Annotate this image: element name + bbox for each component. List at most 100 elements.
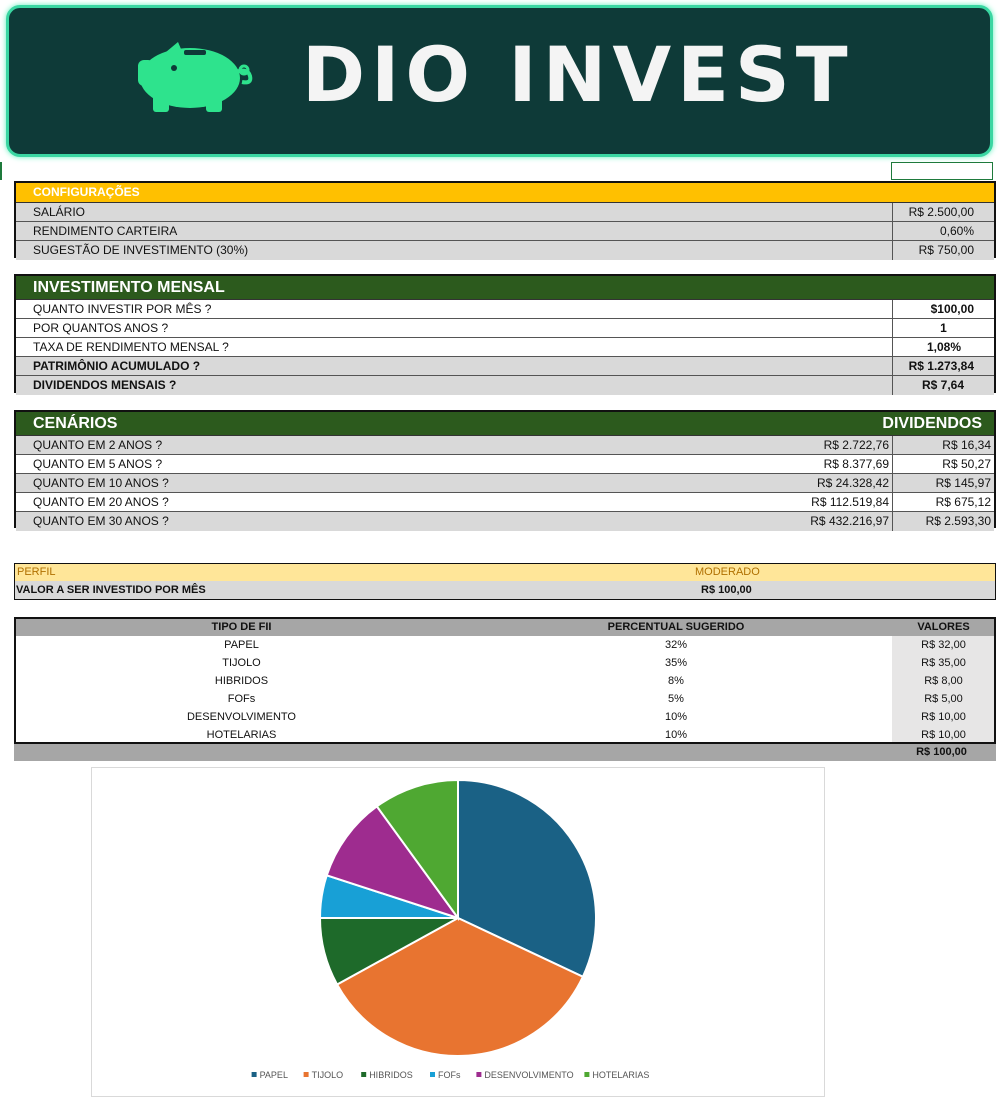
valor-row[interactable]: VALOR A SER INVESTIDO POR MÊS R$ 100,00	[15, 581, 995, 599]
fii-pct[interactable]: 35%	[467, 654, 885, 672]
col-header-tipo: TIPO DE FII	[16, 619, 467, 636]
legend-swatch	[304, 1072, 309, 1077]
table-row[interactable]: SALÁRIO R$ 2.500,00	[16, 203, 994, 222]
app-title: DIO INVEST	[302, 30, 854, 119]
legend-label: PAPEL	[260, 1070, 288, 1080]
row-total[interactable]: R$ 8.377,69	[824, 455, 892, 473]
fii-pct[interactable]: 32%	[467, 636, 885, 654]
fii-pct[interactable]: 8%	[467, 672, 885, 690]
fii-pct[interactable]: 10%	[467, 726, 885, 744]
valor-label: VALOR A SER INVESTIDO POR MÊS	[16, 581, 206, 599]
table-row[interactable]: DESENVOLVIMENTO 10% R$ 10,00	[16, 708, 994, 726]
row-label: SUGESTÃO DE INVESTIMENTO (30%)	[33, 241, 248, 259]
table-row[interactable]: PAPEL 32% R$ 32,00	[16, 636, 994, 654]
fii-tipo: FOFs	[16, 690, 467, 708]
fii-tipo: HOTELARIAS	[16, 726, 467, 744]
fii-valor[interactable]: R$ 32,00	[893, 636, 994, 654]
row-value[interactable]: 0,60%	[892, 222, 994, 240]
table-row[interactable]: POR QUANTOS ANOS ? 1	[16, 319, 994, 338]
row-label: QUANTO INVESTIR POR MÊS ?	[33, 300, 211, 318]
investimento-header: INVESTIMENTO MENSAL	[16, 276, 994, 300]
table-row[interactable]: HIBRIDOS 8% R$ 8,00	[16, 672, 994, 690]
table-row[interactable]: FOFs 5% R$ 5,00	[16, 690, 994, 708]
dividendos-title: DIVIDENDOS	[882, 412, 982, 435]
row-label: RENDIMENTO CARTEIRA	[33, 222, 177, 240]
col-header-percentual: PERCENTUAL SUGERIDO	[467, 619, 885, 636]
table-row[interactable]: TAXA DE RENDIMENTO MENSAL ? 1,08%	[16, 338, 994, 357]
row-dividend[interactable]: R$ 2.593,30	[892, 512, 994, 531]
config-header: CONFIGURAÇÕES	[16, 183, 994, 203]
fii-pct[interactable]: 5%	[467, 690, 885, 708]
perfil-table: PERFIL MODERADO VALOR A SER INVESTIDO PO…	[14, 563, 996, 600]
perfil-row[interactable]: PERFIL MODERADO	[15, 564, 995, 581]
row-value[interactable]: R$ 750,00	[892, 241, 994, 260]
cenarios-table: CENÁRIOS DIVIDENDOS QUANTO EM 2 ANOS ? R…	[14, 410, 996, 528]
row-value[interactable]: R$ 2.500,00	[892, 203, 994, 221]
pie-chart-svg: PAPEL TIJOLO HIBRIDOS FOFs DESENVOLVIMENTO HO…	[92, 768, 824, 1096]
fii-pct[interactable]: 10%	[467, 708, 885, 726]
row-dividend[interactable]: R$ 50,27	[892, 455, 994, 473]
fii-total-row: R$ 100,00	[14, 744, 996, 761]
cenarios-title: CENÁRIOS	[33, 415, 117, 432]
row-value[interactable]: $100,00	[892, 300, 994, 318]
row-label: DIVIDENDOS MENSAIS ?	[33, 376, 176, 394]
investimento-table: INVESTIMENTO MENSAL QUANTO INVESTIR POR …	[14, 274, 996, 393]
row-dividend[interactable]: R$ 675,12	[892, 493, 994, 511]
row-label: POR QUANTOS ANOS ?	[33, 319, 168, 337]
fii-header-row: TIPO DE FII PERCENTUAL SUGERIDO VALORES	[16, 619, 994, 636]
row-label: QUANTO EM 20 ANOS ?	[33, 493, 169, 511]
legend-swatch	[584, 1072, 589, 1077]
row-label: PATRIMÔNIO ACUMULADO ?	[33, 357, 200, 375]
row-total[interactable]: R$ 112.519,84	[811, 493, 892, 511]
perfil-value[interactable]: MODERADO	[695, 564, 760, 581]
row-dividend[interactable]: R$ 145,97	[892, 474, 994, 492]
table-row[interactable]: PATRIMÔNIO ACUMULADO ? R$ 1.273,84	[16, 357, 994, 376]
table-row[interactable]: HOTELARIAS 10% R$ 10,00	[16, 726, 994, 744]
legend-label: DESENVOLVIMENTO	[484, 1070, 573, 1080]
fii-tipo: DESENVOLVIMENTO	[16, 708, 467, 726]
legend-swatch	[430, 1072, 435, 1077]
valor-value[interactable]: R$ 100,00	[701, 581, 752, 599]
legend-label: HIBRIDOS	[369, 1070, 413, 1080]
table-row[interactable]: QUANTO INVESTIR POR MÊS ? $100,00	[16, 300, 994, 319]
fii-table: TIPO DE FII PERCENTUAL SUGERIDO VALORES …	[14, 617, 996, 744]
row-value[interactable]: R$ 1.273,84	[892, 357, 994, 375]
table-row[interactable]: QUANTO EM 30 ANOS ? R$ 432.216,97 R$ 2.5…	[16, 512, 994, 531]
legend-label: HOTELARIAS	[592, 1070, 649, 1080]
fii-valor[interactable]: R$ 8,00	[893, 672, 994, 690]
row-label: SALÁRIO	[33, 203, 85, 221]
perfil-label: PERFIL	[17, 564, 56, 581]
table-row[interactable]: QUANTO EM 5 ANOS ? R$ 8.377,69 R$ 50,27	[16, 455, 994, 474]
fii-valor[interactable]: R$ 5,00	[893, 690, 994, 708]
table-row[interactable]: QUANTO EM 2 ANOS ? R$ 2.722,76 R$ 16,34	[16, 436, 994, 455]
cenarios-header: CENÁRIOS DIVIDENDOS	[16, 412, 994, 436]
table-row[interactable]: DIVIDENDOS MENSAIS ? R$ 7,64	[16, 376, 994, 395]
selected-cell[interactable]	[891, 162, 993, 180]
fii-total-value[interactable]: R$ 100,00	[891, 744, 992, 761]
row-value[interactable]: 1,08%	[892, 338, 994, 356]
row-total[interactable]: R$ 432.216,97	[810, 512, 892, 530]
row-value[interactable]: R$ 7,64	[892, 376, 994, 395]
fii-tipo: PAPEL	[16, 636, 467, 654]
row-dividend[interactable]: R$ 16,34	[892, 436, 994, 454]
table-row[interactable]: SUGESTÃO DE INVESTIMENTO (30%) R$ 750,00	[16, 241, 994, 260]
legend-label: FOFs	[438, 1070, 461, 1080]
table-row[interactable]: QUANTO EM 10 ANOS ? R$ 24.328,42 R$ 145,…	[16, 474, 994, 493]
table-row[interactable]: QUANTO EM 20 ANOS ? R$ 112.519,84 R$ 675…	[16, 493, 994, 512]
fii-valor[interactable]: R$ 10,00	[893, 726, 994, 744]
fii-tipo: TIJOLO	[16, 654, 467, 672]
piggy-bank-icon	[128, 42, 258, 122]
table-row[interactable]: TIJOLO 35% R$ 35,00	[16, 654, 994, 672]
pie-chart[interactable]: PAPEL TIJOLO HIBRIDOS FOFs DESENVOLVIMENTO HO…	[91, 767, 825, 1097]
fii-valor[interactable]: R$ 35,00	[893, 654, 994, 672]
row-label: QUANTO EM 5 ANOS ?	[33, 455, 162, 473]
row-value[interactable]: 1	[892, 319, 994, 337]
row-total[interactable]: R$ 24.328,42	[817, 474, 892, 492]
fii-tipo: HIBRIDOS	[16, 672, 467, 690]
row-label: QUANTO EM 10 ANOS ?	[33, 474, 169, 492]
row-total[interactable]: R$ 2.722,76	[824, 436, 892, 454]
legend-swatch	[361, 1072, 366, 1077]
fii-valor[interactable]: R$ 10,00	[893, 708, 994, 726]
table-row[interactable]: RENDIMENTO CARTEIRA 0,60%	[16, 222, 994, 241]
row-label: TAXA DE RENDIMENTO MENSAL ?	[33, 338, 229, 356]
